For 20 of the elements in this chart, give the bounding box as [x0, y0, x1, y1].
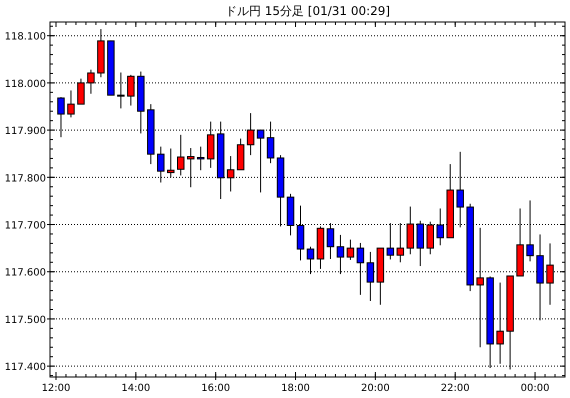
x-tick-label: 20:00: [360, 383, 390, 394]
x-tick-label: 22:00: [440, 383, 470, 394]
y-tick-label: 117.400: [4, 362, 46, 374]
candlestick: [67, 90, 75, 118]
x-tick-label: 14:00: [121, 383, 150, 394]
y-tick-label: 117.800: [4, 173, 46, 184]
chart-title: ドル円 15分足 [01/31 00:29]: [224, 4, 390, 18]
x-tick-label: 18:00: [281, 383, 310, 394]
candlestick: [177, 134, 184, 176]
x-tick-label: 12:00: [42, 383, 70, 394]
candlestick: [196, 146, 204, 171]
y-tick-label: 117.900: [4, 126, 46, 138]
y-tick-label: 117.700: [4, 220, 46, 232]
x-tick-label: 00:00: [520, 383, 550, 394]
y-tick-label: 117.600: [4, 268, 46, 279]
y-tick-label: 118.000: [4, 78, 46, 90]
y-tick-label: 117.500: [4, 314, 46, 326]
y-tick-label: 118.100: [4, 32, 46, 43]
x-tick-label: 16:00: [201, 383, 230, 394]
candlestick: [346, 239, 354, 260]
